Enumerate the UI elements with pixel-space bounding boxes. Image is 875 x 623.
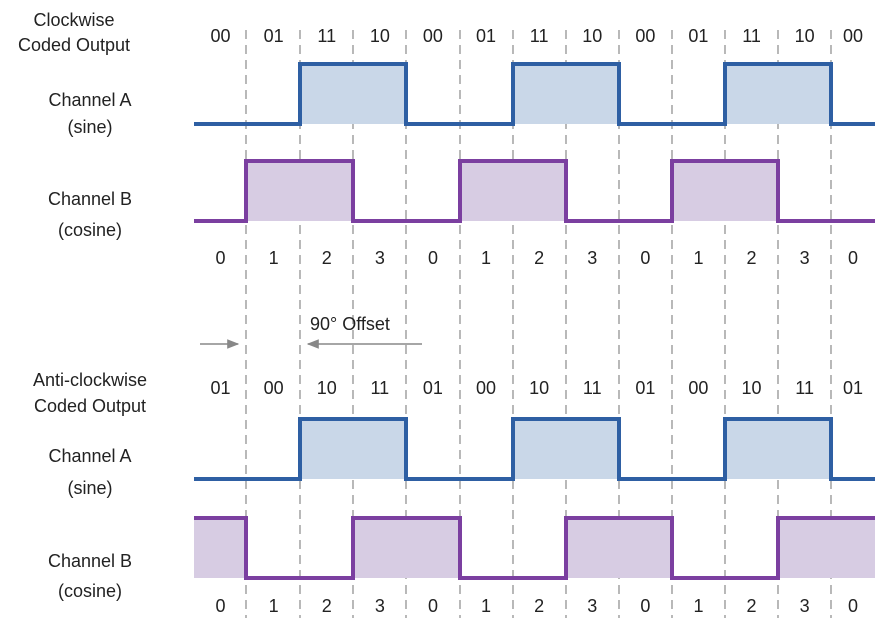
clockwise-step-number: 0 (428, 248, 438, 268)
phase-offset-indicator: 90° Offset (200, 314, 422, 344)
clockwise-channel-b-label: (cosine) (58, 220, 122, 240)
anticlockwise-channel-b-label: (cosine) (58, 581, 122, 601)
clockwise-step-number: 0 (216, 248, 226, 268)
anticlockwise-code-label: 00 (264, 378, 284, 398)
clockwise-code-label: 11 (742, 26, 761, 46)
clockwise-code-label: 10 (370, 26, 390, 46)
anticlockwise-channel-b-high-fill (194, 518, 246, 578)
anticlockwise-channel-b-high-fill (566, 518, 619, 578)
anticlockwise-channel-a-high-fill (566, 419, 619, 479)
clockwise-code-label: 00 (211, 26, 231, 46)
clockwise-channel-b-high-fill (513, 161, 566, 221)
anticlockwise-code-label: 11 (583, 378, 602, 398)
anticlockwise-step-number: 0 (216, 596, 226, 616)
clockwise-step-number: 2 (322, 248, 332, 268)
waveform-fills (194, 64, 875, 578)
anticlockwise-channel-b-label: Channel B (48, 551, 132, 571)
anticlockwise-channel-b-high-fill (778, 518, 831, 578)
clockwise-code-label: 00 (423, 26, 443, 46)
anticlockwise-step-number: 2 (534, 596, 544, 616)
anticlockwise-step-number: 1 (269, 596, 279, 616)
clockwise-code-label: 10 (582, 26, 602, 46)
anticlockwise-channel-b-high-fill (831, 518, 875, 578)
anticlockwise-step-number: 2 (322, 596, 332, 616)
clockwise-channel-a-high-fill (300, 64, 353, 124)
anticlockwise-code-label: 10 (742, 378, 762, 398)
anticlockwise-code-label: 01 (211, 378, 231, 398)
anticlockwise-code-label: 01 (423, 378, 443, 398)
clockwise-code-label: 01 (264, 26, 284, 46)
clockwise-channel-b-high-fill (460, 161, 513, 221)
clockwise-step-number: 0 (848, 248, 858, 268)
anticlockwise-title-line: Anti-clockwise (33, 370, 147, 390)
clockwise-step-number: 1 (693, 248, 703, 268)
clockwise-code-label: 11 (317, 26, 336, 46)
anticlockwise-step-number: 1 (481, 596, 491, 616)
anticlockwise-channel-a-label: (sine) (67, 478, 112, 498)
clockwise-step-number: 3 (375, 248, 385, 268)
clockwise-step-number: 3 (800, 248, 810, 268)
clockwise-channel-a-high-fill (566, 64, 619, 124)
anticlockwise-channel-a-high-fill (353, 419, 406, 479)
clockwise-code-label: 01 (476, 26, 496, 46)
clockwise-channel-a-high-fill (513, 64, 566, 124)
clockwise-code-label: 01 (688, 26, 708, 46)
anticlockwise-step-number: 0 (848, 596, 858, 616)
anticlockwise-code-label: 01 (843, 378, 863, 398)
anticlockwise-channel-a-high-fill (300, 419, 353, 479)
anticlockwise-code-label: 11 (371, 378, 390, 398)
anticlockwise-code-label: 00 (476, 378, 496, 398)
anticlockwise-channel-b-high-fill (619, 518, 672, 578)
clockwise-channel-a-high-fill (725, 64, 778, 124)
clockwise-step-number: 1 (269, 248, 279, 268)
anticlockwise-channel-a-high-fill (513, 419, 566, 479)
anticlockwise-channel-b-high-fill (406, 518, 460, 578)
anticlockwise-step-number: 0 (640, 596, 650, 616)
clockwise-code-label: 00 (843, 26, 863, 46)
clockwise-channel-b-label: Channel B (48, 189, 132, 209)
clockwise-title-line: Coded Output (18, 35, 130, 55)
anticlockwise-code-label: 10 (317, 378, 337, 398)
clockwise-step-number: 3 (587, 248, 597, 268)
clockwise-step-number: 2 (534, 248, 544, 268)
clockwise-channel-a-label: Channel A (48, 90, 131, 110)
offset-label: 90° Offset (310, 314, 390, 334)
clockwise-step-number: 2 (747, 248, 757, 268)
anticlockwise-code-label: 11 (795, 378, 814, 398)
anticlockwise-channel-a-high-fill (725, 419, 778, 479)
anticlockwise-channel-a-label: Channel A (48, 446, 131, 466)
clockwise-code-label: 00 (635, 26, 655, 46)
anticlockwise-step-number: 3 (587, 596, 597, 616)
anticlockwise-channel-b-high-fill (353, 518, 406, 578)
anticlockwise-title-line: Coded Output (34, 396, 146, 416)
anticlockwise-code-label: 10 (529, 378, 549, 398)
anticlockwise-step-number: 3 (800, 596, 810, 616)
anticlockwise-channel-b-waveform (194, 518, 875, 578)
clockwise-step-number: 0 (640, 248, 650, 268)
clockwise-channel-a-high-fill (353, 64, 406, 124)
anticlockwise-code-label: 00 (688, 378, 708, 398)
anticlockwise-code-label: 01 (635, 378, 655, 398)
anticlockwise-channel-a-high-fill (778, 419, 831, 479)
anticlockwise-step-number: 3 (375, 596, 385, 616)
waveforms (194, 64, 875, 578)
clockwise-channel-b-high-fill (246, 161, 300, 221)
clockwise-step-number: 1 (481, 248, 491, 268)
anticlockwise-step-number: 1 (693, 596, 703, 616)
anticlockwise-step-number: 0 (428, 596, 438, 616)
clockwise-code-label: 10 (795, 26, 815, 46)
clockwise-channel-a-high-fill (778, 64, 831, 124)
clockwise-channel-b-high-fill (672, 161, 725, 221)
anticlockwise-step-number: 2 (747, 596, 757, 616)
clockwise-channel-b-high-fill (300, 161, 353, 221)
clockwise-title-line: Clockwise (33, 10, 114, 30)
clockwise-channel-a-label: (sine) (67, 117, 112, 137)
clockwise-channel-b-high-fill (725, 161, 778, 221)
clockwise-code-label: 11 (530, 26, 549, 46)
